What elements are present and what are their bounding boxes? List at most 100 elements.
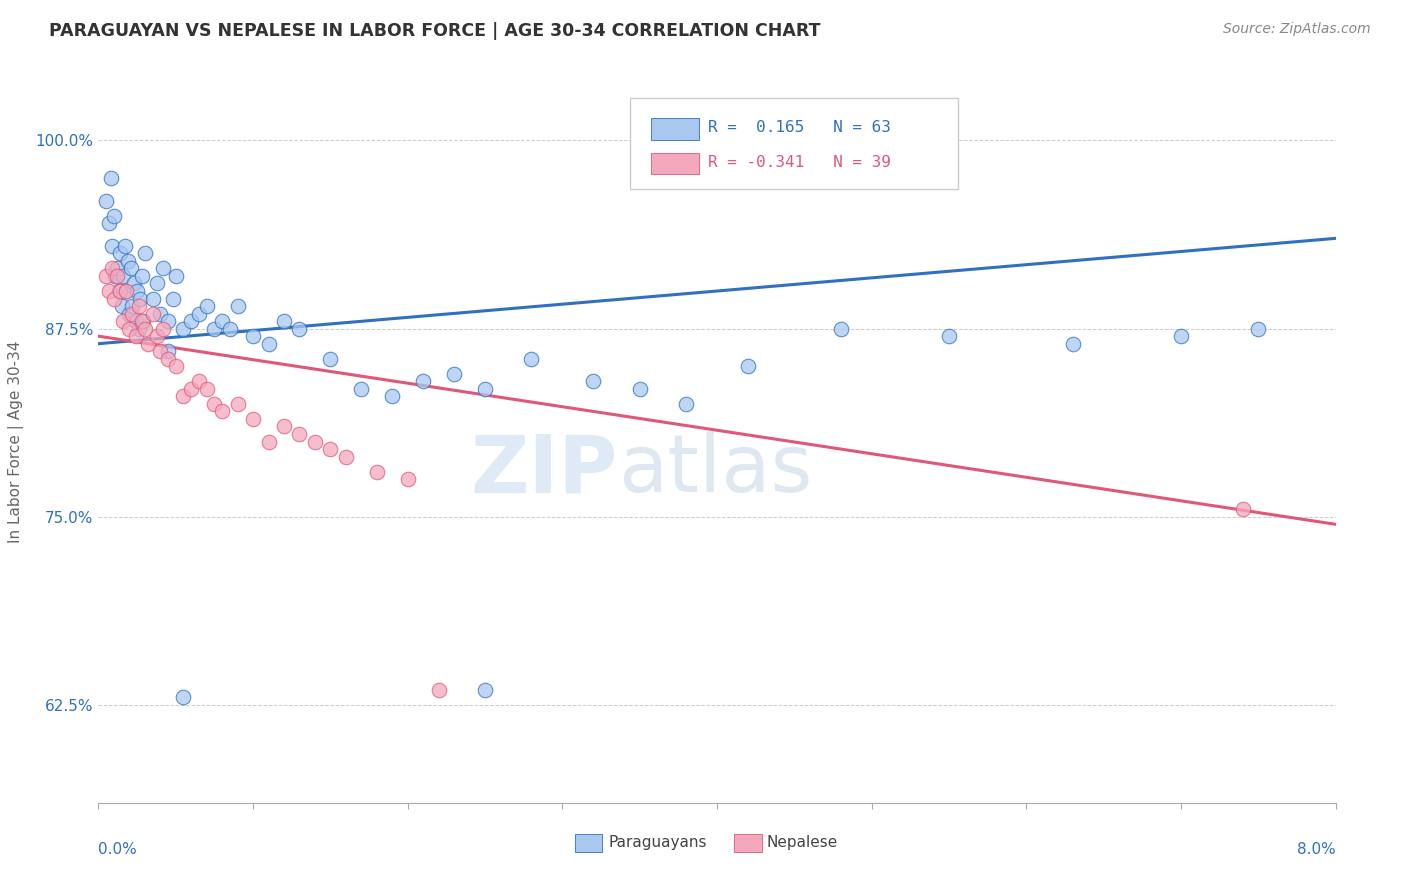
Point xyxy=(136,336,159,351)
Point xyxy=(211,404,233,418)
Point xyxy=(96,268,118,283)
Point xyxy=(121,299,143,313)
Point xyxy=(146,329,169,343)
Point xyxy=(105,268,128,283)
Point xyxy=(107,284,129,298)
Point xyxy=(938,329,960,343)
Point xyxy=(242,329,264,343)
Point xyxy=(112,314,135,328)
Point xyxy=(96,194,118,208)
Point xyxy=(219,321,242,335)
Point xyxy=(149,307,172,321)
Point xyxy=(180,314,202,328)
Text: atlas: atlas xyxy=(619,432,813,509)
Point xyxy=(211,314,233,328)
Point xyxy=(1232,502,1254,516)
Point xyxy=(108,246,131,260)
Point xyxy=(675,397,697,411)
Point xyxy=(124,329,146,343)
Point xyxy=(474,382,496,396)
Point xyxy=(273,419,295,434)
Point xyxy=(141,292,165,306)
Point xyxy=(121,307,143,321)
Point xyxy=(1062,336,1084,351)
Point xyxy=(134,246,156,260)
Point xyxy=(273,314,295,328)
Point xyxy=(162,292,184,306)
Point xyxy=(427,682,450,697)
Point xyxy=(188,307,211,321)
Point xyxy=(157,314,180,328)
Point xyxy=(118,321,141,335)
Bar xyxy=(651,118,699,139)
Point xyxy=(257,336,280,351)
Point xyxy=(132,314,155,328)
Point xyxy=(118,307,141,321)
Text: R = -0.341   N = 39: R = -0.341 N = 39 xyxy=(709,155,891,170)
Point xyxy=(152,261,174,276)
Point xyxy=(165,268,187,283)
Point xyxy=(120,261,142,276)
Point xyxy=(101,239,124,253)
Text: 8.0%: 8.0% xyxy=(1296,842,1336,856)
Point xyxy=(582,375,605,389)
Point xyxy=(114,239,136,253)
Point xyxy=(165,359,187,374)
Point xyxy=(195,299,218,313)
Point xyxy=(115,284,138,298)
Point xyxy=(335,450,357,464)
Point xyxy=(188,375,211,389)
Point xyxy=(157,344,180,359)
Point xyxy=(146,277,169,291)
Point xyxy=(180,382,202,396)
Point xyxy=(830,321,852,335)
Point xyxy=(124,314,146,328)
Point xyxy=(319,442,342,456)
Point xyxy=(288,427,311,442)
Point xyxy=(412,375,434,389)
Point xyxy=(737,359,759,374)
Text: Paraguayans: Paraguayans xyxy=(609,835,707,850)
Point xyxy=(381,389,404,403)
Point xyxy=(131,268,153,283)
Point xyxy=(127,284,149,298)
Text: 0.0%: 0.0% xyxy=(98,842,138,856)
Point xyxy=(204,321,226,335)
Point xyxy=(141,307,165,321)
Point xyxy=(103,209,125,223)
Point xyxy=(115,284,138,298)
Point xyxy=(474,682,496,697)
Point xyxy=(122,277,145,291)
Point xyxy=(350,382,373,396)
Point xyxy=(1170,329,1192,343)
Text: Nepalese: Nepalese xyxy=(766,835,838,850)
Bar xyxy=(651,153,699,174)
Point xyxy=(128,321,150,335)
Bar xyxy=(734,834,762,852)
Point xyxy=(128,299,150,313)
Point xyxy=(195,382,218,396)
Point xyxy=(103,292,125,306)
Point xyxy=(152,321,174,335)
Point xyxy=(98,216,121,230)
Point xyxy=(105,261,128,276)
Point xyxy=(304,434,326,449)
Text: ZIP: ZIP xyxy=(471,432,619,509)
Point xyxy=(172,690,194,705)
Point xyxy=(131,314,153,328)
Point xyxy=(172,389,194,403)
Point xyxy=(520,351,543,366)
Y-axis label: In Labor Force | Age 30-34: In Labor Force | Age 30-34 xyxy=(8,340,24,543)
FancyBboxPatch shape xyxy=(630,98,959,189)
Point xyxy=(628,382,651,396)
Point xyxy=(226,299,249,313)
Point xyxy=(157,351,180,366)
Point xyxy=(149,344,172,359)
Point xyxy=(226,397,249,411)
Point xyxy=(204,397,226,411)
Point xyxy=(443,367,465,381)
Point xyxy=(98,284,121,298)
Text: PARAGUAYAN VS NEPALESE IN LABOR FORCE | AGE 30-34 CORRELATION CHART: PARAGUAYAN VS NEPALESE IN LABOR FORCE | … xyxy=(49,22,821,40)
Point xyxy=(112,268,135,283)
Bar xyxy=(575,834,602,852)
